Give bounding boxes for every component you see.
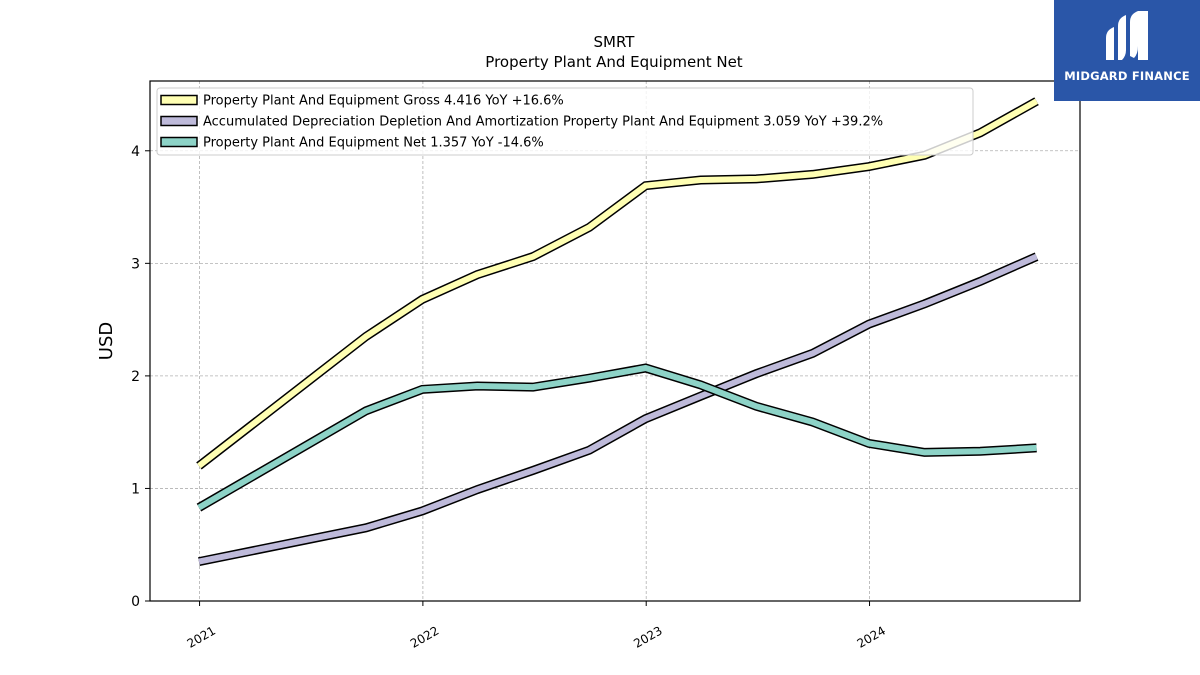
chart-title: SMRT	[594, 33, 636, 51]
series-line	[198, 253, 1038, 565]
legend-entry: Property Plant And Equipment Net 1.357 Y…	[203, 136, 544, 151]
y-tick-label: 0	[131, 594, 140, 610]
y-axis-label: USD	[96, 322, 117, 360]
series-line	[197, 364, 1037, 511]
axes: 0 1 2 3 4 2021 2022 2023 2024	[131, 144, 888, 651]
x-tick-label: 2023	[631, 623, 664, 650]
brand-logo: MIDGARD FINANCE	[1054, 0, 1200, 101]
legend: Property Plant And Equipment Gross 4.416…	[156, 87, 974, 156]
brand-name: MIDGARD FINANCE	[1064, 69, 1190, 83]
chart-subtitle: Property Plant And Equipment Net	[485, 53, 742, 71]
legend-swatch	[160, 136, 198, 148]
x-tick-label: 2024	[855, 623, 888, 650]
x-tick-label: 2021	[185, 623, 218, 650]
legend-entry: Property Plant And Equipment Gross 4.416…	[203, 94, 564, 109]
grid	[150, 81, 1080, 602]
y-tick-label: 4	[131, 144, 140, 160]
y-tick-label: 3	[131, 256, 140, 272]
series-line	[197, 98, 1039, 469]
legend-swatch	[160, 94, 198, 106]
legend-swatch	[160, 115, 198, 127]
plot-frame	[149, 80, 1081, 602]
x-tick-label: 2022	[408, 623, 441, 650]
series-line-outline	[198, 252, 1039, 567]
brand-mark-icon	[1106, 11, 1148, 60]
y-tick-label: 1	[131, 481, 140, 497]
legend-box	[156, 87, 974, 156]
series-lines	[196, 97, 1039, 567]
legend-entry: Accumulated Depreciation Depletion And A…	[203, 115, 883, 130]
y-tick-label: 2	[131, 369, 140, 385]
